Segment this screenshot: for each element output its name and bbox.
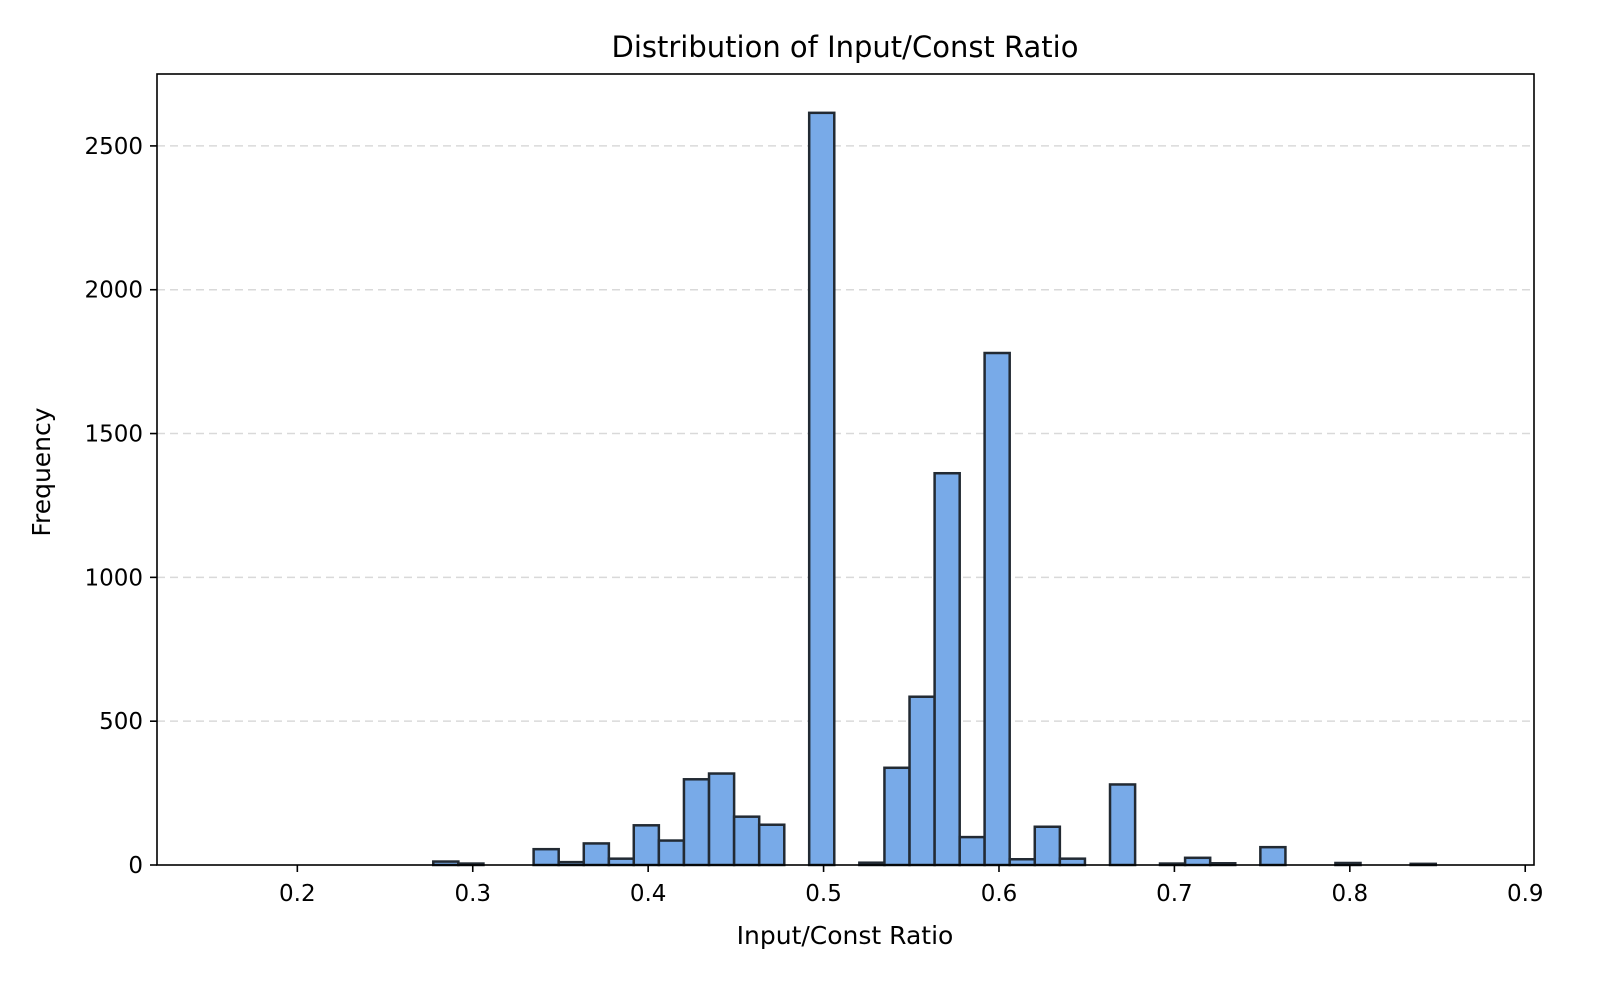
histogram-bar [958,835,986,867]
x-axis-label: Input/Const Ratio [737,921,954,950]
histogram-bar [807,111,836,867]
histogram-bar [908,695,936,867]
plot-frame [156,73,1535,866]
histogram-bar [632,824,661,867]
x-tick-label: 0.4 [630,881,667,907]
histogram-bar [1058,857,1087,867]
histogram-bar [1183,856,1212,867]
histogram-bar [933,471,961,867]
histogram-bar [582,842,611,867]
y-tick-label: 2500 [84,134,143,160]
histogram-bar [532,847,560,867]
histogram-bar [682,778,711,867]
y-tick-label: 2000 [84,278,143,304]
x-tick-label: 0.8 [1332,881,1369,907]
histogram-bar [983,351,1011,867]
histogram-bar [1259,845,1287,867]
x-tick-label: 0.6 [981,881,1018,907]
histogram-bar [657,839,686,867]
histogram-bar [757,823,786,867]
x-tick-label: 0.7 [1156,881,1193,907]
y-tick-label: 1000 [84,565,143,591]
y-tick-label: 1500 [84,422,143,448]
x-axis-ticks: 0.2 0.3 0.4 0.5 0.6 0.7 0.8 0.9 [279,865,1544,907]
histogram-bar [1008,857,1037,867]
x-tick-label: 0.3 [454,881,491,907]
y-tick-label: 500 [99,709,143,735]
histogram-bars [432,111,1438,867]
x-tick-label: 0.2 [279,881,316,907]
chart-title: Distribution of Input/Const Ratio [612,30,1079,64]
histogram-bar [1108,783,1137,867]
histogram-bar [883,766,911,867]
histogram-bar [732,815,761,867]
x-tick-label: 0.5 [805,881,842,907]
histogram-bar [707,772,736,867]
y-axis-ticks: 0 500 1000 1500 2000 2500 [84,134,157,879]
y-tick-label: 0 [128,853,143,879]
grid-lines [157,145,1534,722]
y-axis-label: Frequency [27,407,56,536]
histogram-bar [1033,825,1062,867]
x-tick-label: 0.9 [1507,881,1544,907]
histogram-bar [607,857,636,867]
